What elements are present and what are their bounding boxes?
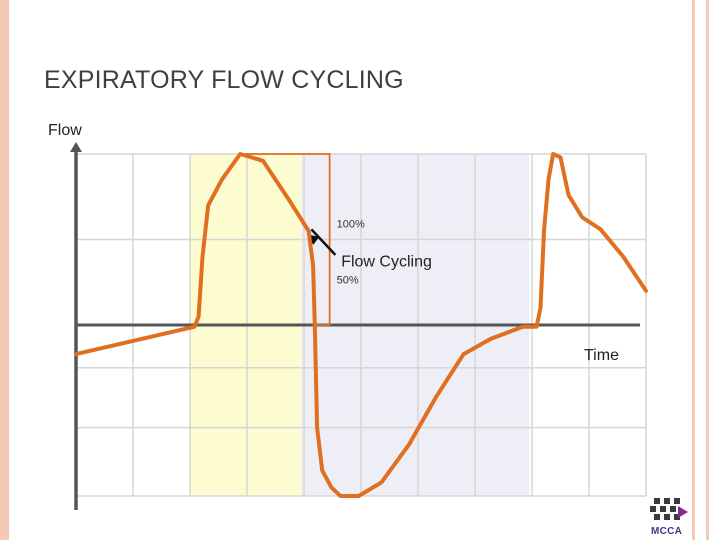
x-axis-label: Time bbox=[584, 347, 619, 364]
peak-guide-box bbox=[240, 153, 331, 326]
flow-waveform-line bbox=[74, 152, 648, 498]
annotation-50-percent: 50% bbox=[337, 275, 359, 287]
right-border-line bbox=[692, 0, 695, 540]
annotation-flow-cycling: Flow Cycling bbox=[341, 254, 432, 271]
cycle-arrow bbox=[310, 228, 337, 256]
left-border bbox=[0, 0, 9, 540]
right-border-line bbox=[706, 0, 709, 540]
annotation-100-percent: 100% bbox=[337, 218, 365, 230]
logo-text: MCCA bbox=[651, 526, 683, 537]
y-axis-label: Flow bbox=[48, 122, 82, 139]
y-axis-arrowhead bbox=[70, 142, 82, 152]
mcca-logo bbox=[650, 498, 688, 520]
slide-title: EXPIRATORY FLOW CYCLING bbox=[44, 66, 404, 94]
